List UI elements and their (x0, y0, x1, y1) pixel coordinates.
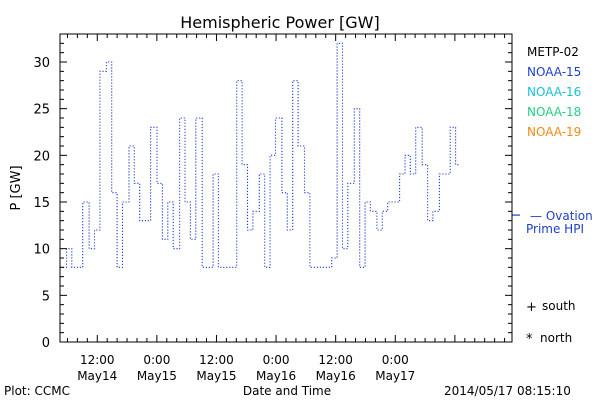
ovation-label-line1: — Ovation (530, 209, 593, 223)
y-axis-label: P [GW] (9, 165, 24, 210)
marker-south-label: south (542, 299, 576, 313)
legend-entry: METP-02 (527, 45, 579, 59)
x-axis-label: Date and Time (243, 384, 331, 398)
y-tick-label: 5 (42, 289, 50, 304)
y-tick-label: 20 (33, 149, 50, 164)
x-tick-label: 0:00 (382, 353, 409, 367)
legend: METP-02 NOAA-15 NOAA-16 NOAA-18 NOAA-19 (527, 45, 581, 139)
x-tick-date-label: May15 (196, 369, 236, 383)
x-tick-label: 12:00 (318, 353, 353, 367)
x-tick-date-label: May14 (77, 369, 117, 383)
y-axis: 0 5 10 15 20 25 30 (33, 42, 512, 351)
y-tick-label: 15 (33, 196, 50, 211)
x-tick-date-label: May17 (375, 369, 415, 383)
legend-entry: NOAA-15 (527, 65, 581, 79)
x-tick-label: 0:00 (263, 353, 290, 367)
x-tick-date-label: May16 (256, 369, 296, 383)
y-tick-label: 30 (33, 56, 50, 71)
series-group (60, 42, 460, 268)
plot-frame (59, 33, 513, 343)
marker-south-symbol: + (526, 300, 537, 315)
legend-entry: NOAA-16 (527, 85, 581, 99)
y-tick-label: 25 (33, 103, 50, 118)
footer-timestamp: 2014/05/17 08:15:10 (444, 384, 571, 398)
legend-entry: NOAA-18 (527, 105, 581, 119)
y-tick-label: 0 (42, 336, 50, 351)
series-line-noaa-15 (60, 42, 460, 268)
footer-plot-credit: Plot: CCMC (4, 384, 70, 398)
chart-title: Hemispheric Power [GW] (180, 13, 379, 32)
legend-entry: NOAA-19 (527, 125, 581, 139)
ovation-label-line2: Prime HPI (526, 222, 584, 236)
x-axis: 12:00 May14 0:00 May15 12:00 May15 0:00 May16 12… (66, 34, 506, 383)
x-tick-label: 12:00 (80, 353, 115, 367)
x-tick-label: 12:00 (199, 353, 234, 367)
y-tick-label: 10 (33, 243, 50, 258)
marker-north-label: north (540, 331, 572, 345)
x-tick-label: 0:00 (143, 353, 170, 367)
x-tick-date-label: May16 (316, 369, 356, 383)
marker-north-symbol: * (526, 332, 533, 347)
x-tick-date-label: May15 (137, 369, 177, 383)
